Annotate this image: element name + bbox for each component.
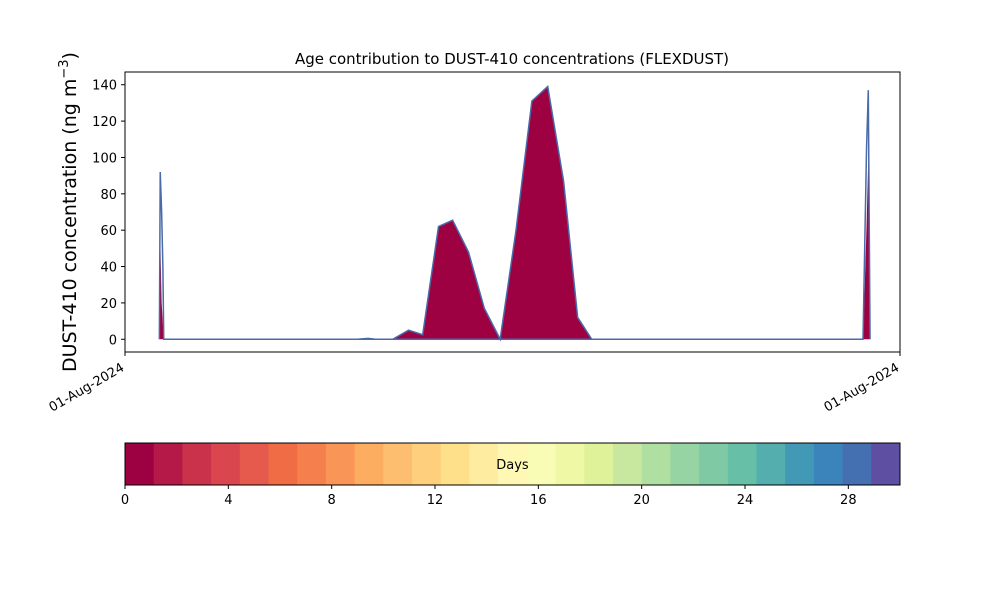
colorbar-segment — [756, 443, 786, 485]
y-axis-label-close: ) — [59, 52, 81, 59]
colorbar-label: Days — [496, 458, 529, 473]
plot-frame — [124, 71, 901, 353]
colorbar-tick-label: 4 — [224, 493, 232, 508]
colorbar-segment — [268, 443, 298, 485]
colorbar-tick-label: 24 — [737, 493, 754, 508]
colorbar-segment — [325, 443, 356, 485]
colorbar-segment — [842, 443, 872, 485]
y-tick-label: 100 — [92, 151, 117, 166]
colorbar-tick-label: 16 — [530, 493, 547, 508]
y-axis-label: DUST-410 concentration (ng m−3) — [57, 52, 81, 372]
colorbar-segment — [239, 443, 270, 485]
colorbar-tick-label: 20 — [633, 493, 650, 508]
colorbar-segment — [125, 443, 155, 485]
colorbar-tick-label: 12 — [427, 493, 444, 508]
colorbar-frame — [124, 442, 901, 486]
colorbar-segment — [383, 443, 413, 485]
colorbar-segment — [785, 443, 815, 485]
x-axis-ticks: 01-Aug-2024 01-Aug-2024 — [47, 352, 902, 416]
colorbar-segment — [813, 443, 844, 485]
colorbar-segment — [297, 443, 327, 485]
colorbar-tick-label: 0 — [121, 493, 129, 508]
y-tick-label: 40 — [100, 261, 117, 276]
colorbar-segment — [612, 443, 643, 485]
colorbar-tick-label: 28 — [840, 493, 857, 508]
colorbar-segment — [584, 443, 614, 485]
y-tick-label: 0 — [109, 333, 117, 348]
colorbar-segment — [211, 443, 241, 485]
colorbar-segment — [498, 443, 528, 485]
colorbar-segment — [440, 443, 470, 485]
colorbar: Days 0 4 8 12 16 20 24 28 — [121, 442, 901, 508]
colorbar-tick-label: 8 — [328, 493, 336, 508]
colorbar-segment — [641, 443, 671, 485]
colorbar-segment — [526, 443, 557, 485]
colorbar-segment — [153, 443, 183, 485]
colorbar-segment — [182, 443, 212, 485]
age-area-fill — [159, 86, 871, 340]
y-axis-ticks: 0 20 40 60 80 100 120 140 — [92, 79, 125, 348]
y-tick-label: 80 — [100, 188, 117, 203]
y-tick-label: 140 — [92, 79, 117, 94]
colorbar-segment — [469, 443, 499, 485]
y-axis-label-exponent: −3 — [57, 59, 72, 78]
colorbar-segment — [727, 443, 757, 485]
colorbar-segment — [412, 443, 442, 485]
x-tick-label: 01-Aug-2024 — [822, 360, 902, 415]
plot-area — [124, 71, 901, 353]
colorbar-segment — [555, 443, 585, 485]
colorbar-segment — [670, 443, 700, 485]
colorbar-segment — [871, 443, 901, 485]
y-tick-label: 60 — [100, 224, 117, 239]
colorbar-segment — [699, 443, 729, 485]
y-tick-label: 120 — [92, 115, 117, 130]
chart-title: Age contribution to DUST-410 concentrati… — [295, 50, 729, 68]
colorbar-segment — [354, 443, 384, 485]
y-axis-label-main: DUST-410 concentration (ng m — [59, 79, 81, 372]
y-tick-label: 20 — [100, 297, 117, 312]
